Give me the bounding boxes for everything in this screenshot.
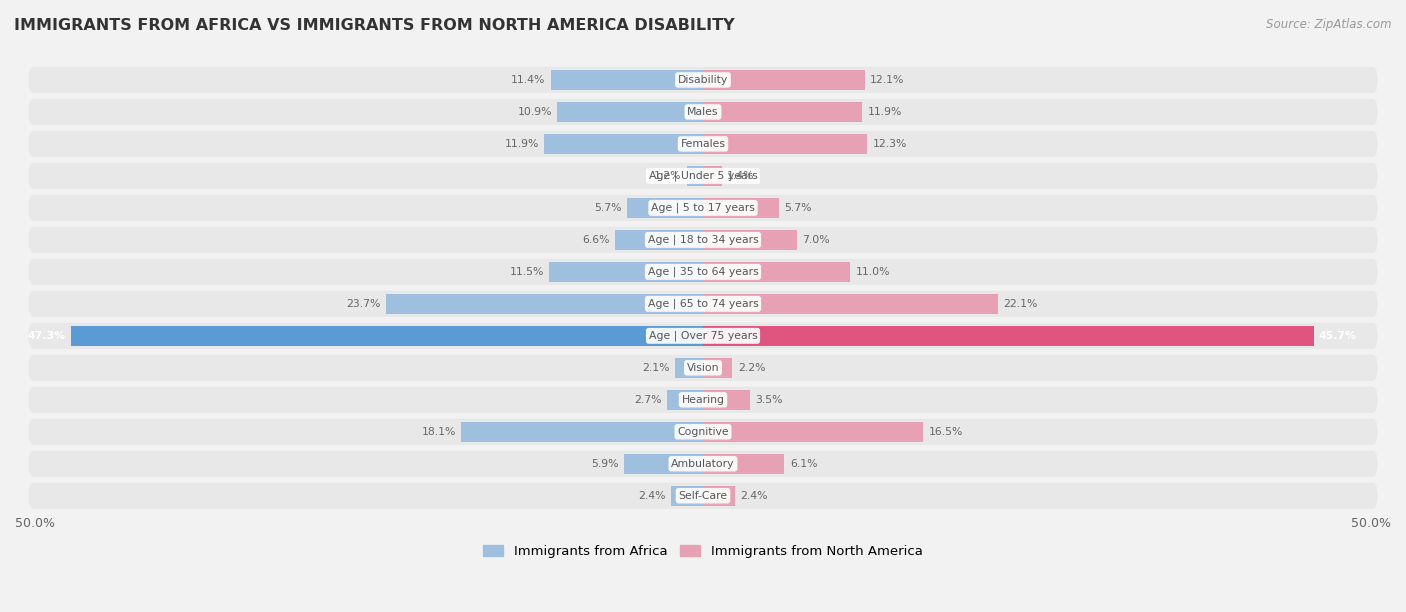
Bar: [666, 390, 703, 409]
FancyBboxPatch shape: [28, 67, 1378, 93]
FancyBboxPatch shape: [28, 355, 1378, 381]
Bar: [557, 102, 703, 122]
Text: 2.7%: 2.7%: [634, 395, 662, 405]
Text: Age | 65 to 74 years: Age | 65 to 74 years: [648, 299, 758, 309]
Bar: [703, 390, 749, 409]
Bar: [703, 422, 924, 442]
Text: 6.1%: 6.1%: [790, 459, 817, 469]
Text: 2.4%: 2.4%: [638, 491, 665, 501]
Bar: [72, 326, 703, 346]
Text: 6.6%: 6.6%: [582, 235, 609, 245]
Bar: [703, 166, 721, 186]
Text: Hearing: Hearing: [682, 395, 724, 405]
Bar: [688, 166, 703, 186]
Bar: [551, 70, 703, 90]
Text: Self-Care: Self-Care: [679, 491, 727, 501]
Text: 2.4%: 2.4%: [741, 491, 768, 501]
Text: 2.1%: 2.1%: [643, 363, 669, 373]
Bar: [675, 358, 703, 378]
Bar: [387, 294, 703, 314]
Text: Age | 35 to 64 years: Age | 35 to 64 years: [648, 267, 758, 277]
Text: 11.4%: 11.4%: [510, 75, 546, 85]
Text: 3.5%: 3.5%: [755, 395, 783, 405]
Text: Age | 18 to 34 years: Age | 18 to 34 years: [648, 234, 758, 245]
Text: Age | Over 75 years: Age | Over 75 years: [648, 330, 758, 341]
Text: Vision: Vision: [686, 363, 720, 373]
Text: 10.9%: 10.9%: [517, 107, 553, 117]
Text: 1.2%: 1.2%: [654, 171, 682, 181]
FancyBboxPatch shape: [28, 291, 1378, 317]
Text: Cognitive: Cognitive: [678, 427, 728, 437]
Bar: [544, 134, 703, 154]
Text: IMMIGRANTS FROM AFRICA VS IMMIGRANTS FROM NORTH AMERICA DISABILITY: IMMIGRANTS FROM AFRICA VS IMMIGRANTS FRO…: [14, 18, 735, 34]
FancyBboxPatch shape: [28, 323, 1378, 349]
Text: 12.1%: 12.1%: [870, 75, 904, 85]
Text: 23.7%: 23.7%: [347, 299, 381, 309]
FancyBboxPatch shape: [28, 227, 1378, 253]
FancyBboxPatch shape: [28, 483, 1378, 509]
Text: 11.0%: 11.0%: [855, 267, 890, 277]
FancyBboxPatch shape: [28, 195, 1378, 221]
Bar: [703, 102, 862, 122]
Bar: [703, 358, 733, 378]
Text: 1.4%: 1.4%: [727, 171, 755, 181]
Text: 22.1%: 22.1%: [1004, 299, 1038, 309]
Text: 45.7%: 45.7%: [1319, 331, 1357, 341]
Text: Age | Under 5 years: Age | Under 5 years: [648, 171, 758, 181]
Text: 2.2%: 2.2%: [738, 363, 765, 373]
Bar: [671, 486, 703, 506]
Text: 11.9%: 11.9%: [868, 107, 901, 117]
Bar: [703, 326, 1313, 346]
Text: 47.3%: 47.3%: [28, 331, 66, 341]
FancyBboxPatch shape: [28, 450, 1378, 477]
Text: 12.3%: 12.3%: [873, 139, 907, 149]
Bar: [627, 198, 703, 218]
Bar: [614, 230, 703, 250]
Text: Males: Males: [688, 107, 718, 117]
Bar: [703, 230, 797, 250]
Text: Females: Females: [681, 139, 725, 149]
Bar: [703, 134, 868, 154]
Bar: [461, 422, 703, 442]
FancyBboxPatch shape: [28, 387, 1378, 413]
Text: 11.5%: 11.5%: [509, 267, 544, 277]
Text: Source: ZipAtlas.com: Source: ZipAtlas.com: [1267, 18, 1392, 31]
FancyBboxPatch shape: [28, 259, 1378, 285]
Text: 5.7%: 5.7%: [593, 203, 621, 213]
Text: Ambulatory: Ambulatory: [671, 459, 735, 469]
FancyBboxPatch shape: [28, 419, 1378, 445]
Bar: [624, 454, 703, 474]
Bar: [550, 262, 703, 282]
FancyBboxPatch shape: [28, 163, 1378, 189]
Bar: [703, 454, 785, 474]
Bar: [703, 70, 865, 90]
Text: 16.5%: 16.5%: [929, 427, 963, 437]
Legend: Immigrants from Africa, Immigrants from North America: Immigrants from Africa, Immigrants from …: [478, 539, 928, 564]
FancyBboxPatch shape: [28, 99, 1378, 125]
Text: 5.7%: 5.7%: [785, 203, 813, 213]
FancyBboxPatch shape: [28, 131, 1378, 157]
Bar: [703, 262, 851, 282]
Text: 5.9%: 5.9%: [592, 459, 619, 469]
Bar: [703, 294, 998, 314]
Text: 7.0%: 7.0%: [801, 235, 830, 245]
Bar: [703, 486, 735, 506]
Bar: [703, 198, 779, 218]
Text: Age | 5 to 17 years: Age | 5 to 17 years: [651, 203, 755, 213]
Text: Disability: Disability: [678, 75, 728, 85]
Text: 18.1%: 18.1%: [422, 427, 456, 437]
Text: 11.9%: 11.9%: [505, 139, 538, 149]
